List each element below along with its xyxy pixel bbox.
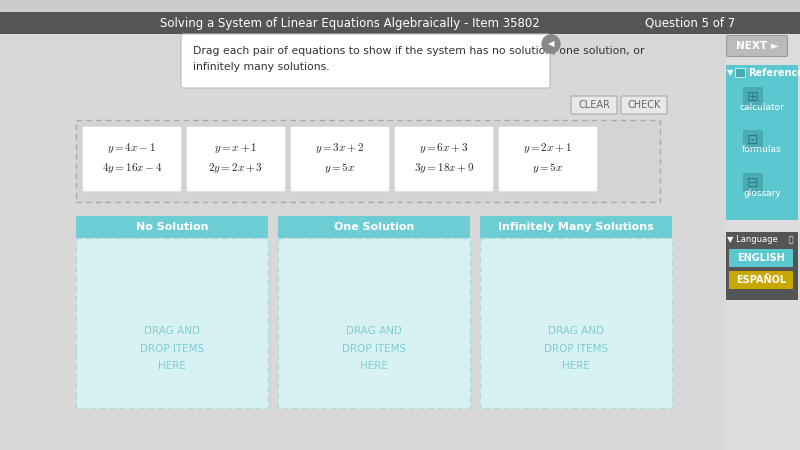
FancyBboxPatch shape (480, 216, 672, 238)
FancyBboxPatch shape (394, 126, 494, 192)
Text: DRAG AND
DROP ITEMS
HERE: DRAG AND DROP ITEMS HERE (140, 326, 204, 371)
FancyBboxPatch shape (735, 68, 745, 77)
Text: $y=x+1$: $y=x+1$ (214, 141, 258, 155)
Text: formulas: formulas (742, 145, 782, 154)
Text: ESPAÑOL: ESPAÑOL (736, 275, 786, 285)
FancyBboxPatch shape (729, 249, 793, 267)
Text: NEXT ►: NEXT ► (736, 41, 778, 51)
FancyBboxPatch shape (480, 238, 672, 408)
Text: calculator: calculator (739, 103, 785, 112)
Text: ▼ Language: ▼ Language (727, 235, 780, 244)
Text: ◀: ◀ (548, 40, 554, 49)
Text: $4y=16x-4$: $4y=16x-4$ (102, 161, 162, 175)
Text: Reference: Reference (748, 68, 800, 78)
Text: $y=2x+1$: $y=2x+1$ (523, 141, 573, 155)
Text: DRAG AND
DROP ITEMS
HERE: DRAG AND DROP ITEMS HERE (342, 326, 406, 371)
FancyBboxPatch shape (621, 96, 667, 114)
Text: No Solution: No Solution (136, 222, 208, 232)
Text: $y=4x-1$: $y=4x-1$ (107, 141, 157, 155)
Text: CLEAR: CLEAR (578, 100, 610, 110)
Text: ⊡: ⊡ (747, 133, 759, 147)
Text: One Solution: One Solution (334, 222, 414, 232)
Text: Question 5 of 7: Question 5 of 7 (645, 17, 735, 30)
FancyBboxPatch shape (82, 126, 182, 192)
FancyBboxPatch shape (743, 173, 763, 193)
FancyBboxPatch shape (498, 126, 598, 192)
Text: ⊞: ⊞ (747, 90, 759, 104)
FancyBboxPatch shape (186, 126, 286, 192)
FancyBboxPatch shape (0, 0, 800, 12)
Text: $2y=2x+3$: $2y=2x+3$ (209, 161, 263, 175)
FancyBboxPatch shape (76, 238, 268, 408)
Text: Infinitely Many Solutions: Infinitely Many Solutions (498, 222, 654, 232)
Text: $y=6x+3$: $y=6x+3$ (419, 141, 469, 155)
FancyBboxPatch shape (729, 271, 793, 289)
FancyBboxPatch shape (571, 96, 617, 114)
FancyBboxPatch shape (726, 36, 787, 57)
Text: $y=5x$: $y=5x$ (324, 161, 356, 175)
Text: glossary: glossary (743, 189, 781, 198)
FancyBboxPatch shape (76, 120, 660, 202)
Text: $y=5x$: $y=5x$ (532, 161, 564, 175)
FancyBboxPatch shape (726, 232, 798, 300)
Text: ⓘ: ⓘ (789, 235, 794, 244)
Text: ⊟: ⊟ (747, 176, 759, 190)
FancyBboxPatch shape (290, 126, 390, 192)
FancyBboxPatch shape (743, 130, 763, 150)
Text: ▼: ▼ (727, 68, 736, 77)
FancyBboxPatch shape (278, 238, 470, 408)
FancyBboxPatch shape (0, 34, 725, 450)
Text: Drag each pair of equations to show if the system has no solution, one solution,: Drag each pair of equations to show if t… (193, 46, 645, 72)
Circle shape (542, 35, 560, 53)
FancyBboxPatch shape (743, 87, 763, 107)
Text: $y=3x+2$: $y=3x+2$ (315, 141, 365, 155)
FancyBboxPatch shape (0, 12, 800, 34)
Text: $3y=18x+9$: $3y=18x+9$ (414, 161, 474, 175)
FancyBboxPatch shape (278, 216, 470, 238)
Text: ENGLISH: ENGLISH (737, 253, 785, 263)
FancyBboxPatch shape (76, 216, 268, 238)
FancyBboxPatch shape (725, 34, 800, 450)
Text: Solving a System of Linear Equations Algebraically - Item 35802: Solving a System of Linear Equations Alg… (160, 17, 540, 30)
Text: CHECK: CHECK (627, 100, 661, 110)
Text: DRAG AND
DROP ITEMS
HERE: DRAG AND DROP ITEMS HERE (544, 326, 608, 371)
FancyBboxPatch shape (181, 34, 550, 88)
FancyBboxPatch shape (726, 65, 798, 220)
